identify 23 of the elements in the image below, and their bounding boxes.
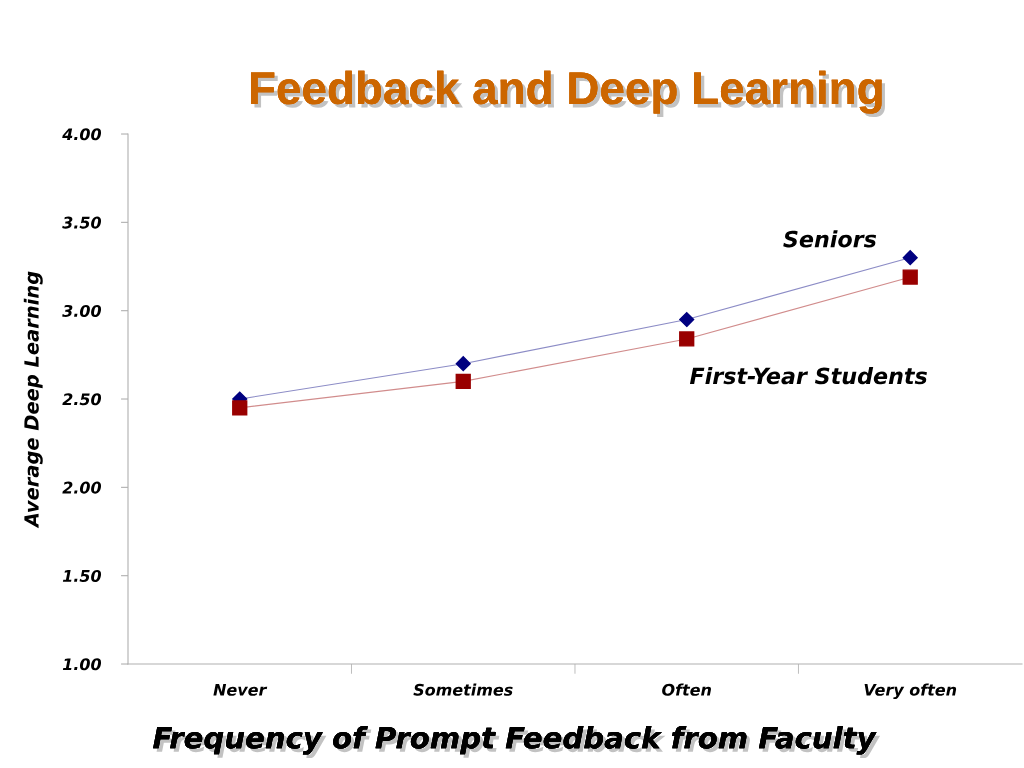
- point: [455, 356, 471, 372]
- point: [902, 269, 918, 285]
- y-tick-label: 1.00: [62, 658, 102, 671]
- y-tick-label: 1.50: [62, 569, 102, 582]
- y-axis-title: Average Deep Learning: [23, 271, 43, 529]
- y-tick-label: 3.50: [62, 216, 102, 229]
- x-tick-label: Often: [662, 683, 711, 696]
- y-tick-label: 2.50: [62, 393, 102, 406]
- x-tick-label: Never: [213, 683, 268, 696]
- x-axis-title: Frequency of Prompt Feedback from Faculty: [153, 726, 881, 759]
- y-tick-label: 2.00: [62, 481, 102, 494]
- series-label: First-Year Students: [689, 367, 927, 385]
- point: [902, 250, 918, 266]
- y-tick-label: 4.00: [62, 128, 102, 141]
- point: [455, 373, 471, 389]
- y-tick-label: 3.00: [62, 304, 102, 317]
- x-tick-label: Very often: [864, 683, 957, 700]
- point: [232, 400, 248, 416]
- chart-title: Feedback and Deep Learning: [250, 70, 886, 118]
- point: [679, 311, 695, 328]
- series-label: Seniors: [783, 230, 877, 248]
- point: [679, 331, 695, 347]
- x-tick-label: Sometimes: [413, 683, 513, 696]
